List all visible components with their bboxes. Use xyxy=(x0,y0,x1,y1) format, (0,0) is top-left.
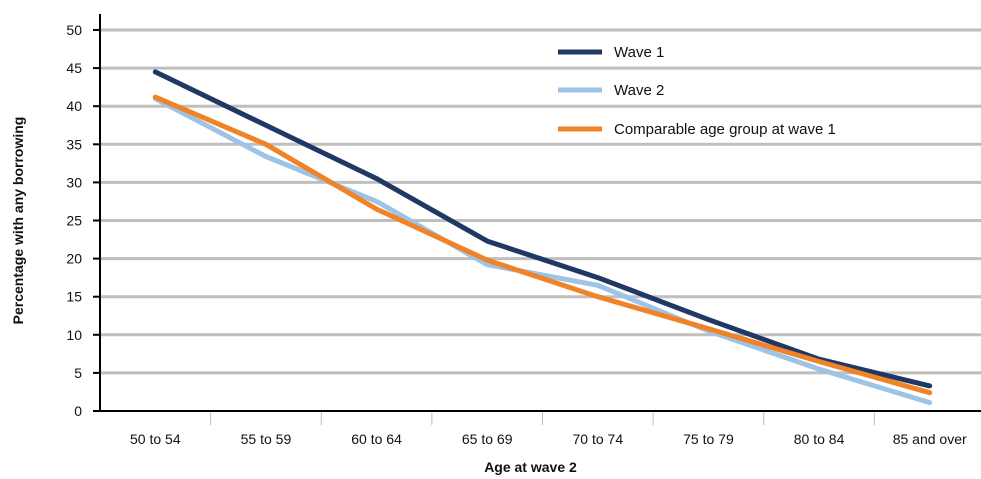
x-axis-title: Age at wave 2 xyxy=(484,459,577,475)
x-tick-label: 65 to 69 xyxy=(462,431,513,447)
y-tick-label: 40 xyxy=(66,98,82,114)
legend-label: Comparable age group at wave 1 xyxy=(614,121,836,138)
x-tick-label: 60 to 64 xyxy=(351,431,402,447)
y-tick-label: 0 xyxy=(74,403,82,419)
series-line-3 xyxy=(152,94,933,396)
series-lines xyxy=(152,69,933,406)
x-tick-label: 55 to 59 xyxy=(241,431,292,447)
legend-label: Wave 2 xyxy=(614,82,664,99)
series-line-2 xyxy=(152,96,933,406)
series-line-1 xyxy=(152,69,933,389)
y-tick-label: 45 xyxy=(66,60,82,76)
y-tick-label: 50 xyxy=(66,22,82,38)
x-tick-label: 70 to 74 xyxy=(573,431,624,447)
legend: Wave 1 Wave 2 Comparable age group at wave… xyxy=(558,44,836,138)
legend-label: Wave 1 xyxy=(614,44,664,61)
y-tick-label: 15 xyxy=(66,289,82,305)
y-tick-label: 10 xyxy=(66,327,82,343)
y-tick-label: 5 xyxy=(74,365,82,381)
x-tick-label: 50 to 54 xyxy=(130,431,181,447)
y-tick-label: 35 xyxy=(66,136,82,152)
y-tick-label: 30 xyxy=(66,174,82,190)
x-tick-label: 80 to 84 xyxy=(794,431,845,447)
y-axis-title: Percentage with any borrowing xyxy=(10,117,26,325)
axes: 0 5 10 15 20 25 30 35 40 45 50 50 to 54 55 to 59 60 t… xyxy=(66,14,981,447)
gridlines xyxy=(100,28,981,375)
y-tick-label: 20 xyxy=(66,251,82,267)
y-tick-label: 25 xyxy=(66,213,82,229)
x-tick-label: 75 to 79 xyxy=(683,431,734,447)
x-tick-label: 85 and over xyxy=(893,431,967,447)
